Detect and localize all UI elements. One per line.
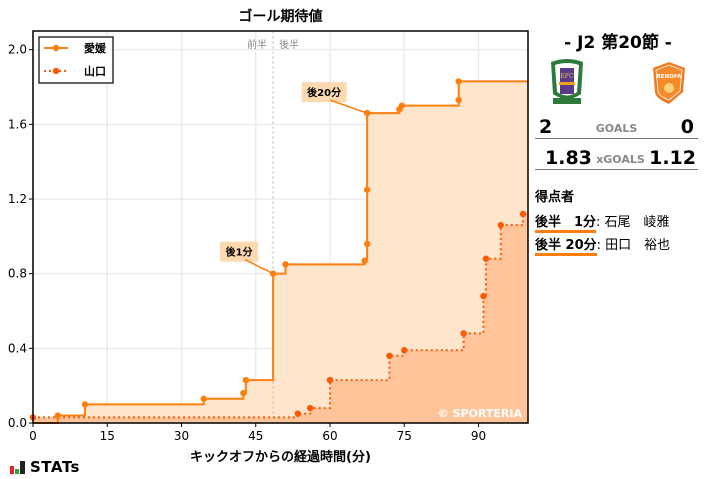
away-xg: 1.12 [649,147,696,169]
y-tick-label: 1.2 [8,192,27,206]
x-tick-label: 15 [100,429,115,443]
y-tick-label: 0.0 [8,416,27,430]
away-shot-marker [482,255,490,262]
y-tick-label: 0.8 [8,267,27,281]
away-goals: 0 [680,116,694,138]
watermark: © SPORTERIA [438,407,523,420]
bar-chart-icon [10,460,25,474]
away-shot-marker [386,352,393,359]
home-shot-marker [398,102,405,109]
home-shot-marker [455,78,462,85]
away-shot-marker [480,292,487,300]
renofa-yamaguchi-crest-icon: RENOFA [647,58,691,108]
goal-annotation: 後1分 [226,246,253,259]
x-tick-label: 45 [248,429,263,443]
scorer-item: 後半 1分: 石尾 崚雅 [535,211,670,233]
goal-annotation-box [301,82,347,103]
x-tick-label: 0 [29,429,37,443]
scorer-time: 後半 20分 [535,238,597,256]
away-shot-marker [326,376,334,384]
away-shot-marker [401,347,408,354]
round-title: - J2 第20節 - [564,33,672,53]
home-shot-marker [361,257,368,264]
stats-logo-text: STATs [30,458,80,476]
goal-annotation: 後20分 [307,86,341,99]
scorers-title: 得点者 [535,190,575,205]
away-shot-marker [307,404,314,412]
x-axis-label: キックオフからの経過時間(分) [190,449,371,465]
home-shot-marker [242,376,250,384]
y-tick-label: 2.0 [8,43,27,57]
legend-away: 山口 [84,64,106,78]
stats-logo: STATs [10,458,80,476]
scorer-time: 後半 1分 [535,215,597,233]
y-tick-label: 0.4 [8,341,27,355]
plot-frame [32,30,529,424]
xgoals-label: xGOALS [596,153,645,166]
goals-row: 2 GOALS 0 [535,112,698,139]
y-tick-label: 1.6 [8,117,27,131]
x-tick-label: 90 [471,429,486,443]
home-shot-marker [81,401,89,408]
scorer-name: : 田口 裕也 [596,238,671,253]
x-tick-label: 75 [397,429,412,443]
home-goals: 2 [539,116,553,138]
svg-text:EFC: EFC [560,73,574,80]
away-shot-marker [294,410,302,417]
home-shot-marker [240,389,247,397]
away-shot-marker [519,210,527,218]
goal-annotation-box [220,241,259,262]
home-shot-marker [455,96,462,104]
away-shot-marker [497,221,504,229]
x-tick-label: 60 [322,429,337,443]
x-tick-label: 30 [174,429,189,443]
home-shot-marker [54,412,61,419]
goals-label: GOALS [595,122,638,135]
svg-text:RENOFA: RENOFA [657,74,682,80]
away-shot-marker [460,330,467,337]
chart-title: ゴール期待値 [238,9,323,25]
home-xg-area [33,81,528,424]
home-shot-marker [363,240,371,247]
home-shot-marker [363,186,371,193]
away-xg-area [33,213,528,423]
ehime-fc-crest-icon: EFC [545,58,589,108]
scorer-item: 後半 20分: 田口 裕也 [535,234,671,256]
home-xg: 1.83 [545,147,592,169]
home-shot-marker [200,395,207,402]
second-half-label: 後半 [279,38,299,51]
legend-home: 愛媛 [84,41,107,55]
first-half-label: 前半 [247,38,267,51]
scorer-name: : 石尾 崚雅 [596,215,670,230]
home-shot-marker [282,261,289,268]
xgoals-row: 1.83 xGOALS 1.12 [535,143,698,170]
